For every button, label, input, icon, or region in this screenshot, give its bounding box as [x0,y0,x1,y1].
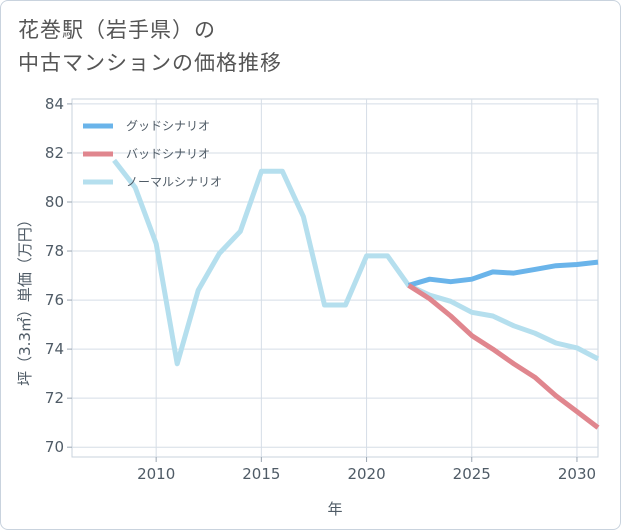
chart-title: 花巻駅（岩手県）の 中古マンションの価格推移 [18,14,282,80]
y-tick-label: 72 [45,389,64,407]
y-tick-label: 82 [45,144,64,162]
legend-item-good[interactable]: グッドシナリオ [83,119,210,133]
legend-item-normal[interactable]: ノーマルシナリオ [83,175,222,189]
legend-label: バッドシナリオ [126,147,210,161]
legend-label: ノーマルシナリオ [126,175,222,189]
x-tick-label: 2015 [242,465,280,483]
y-tick-label: 76 [45,291,64,309]
series-lines [112,158,600,430]
series-line-bad [407,283,600,430]
y-tick-label: 70 [45,438,64,456]
legend-item-bad[interactable]: バッドシナリオ [83,147,210,161]
x-axis-ticks: 2010 2015 2020 2025 2030 [137,457,596,483]
x-tick-label: 2010 [137,465,175,483]
y-tick-label: 74 [45,340,64,358]
y-tick-label: 84 [45,95,64,113]
plot-area [71,98,599,458]
grid-lines [72,99,598,457]
y-tick-label: 78 [45,242,64,260]
x-axis-label: 年 [327,500,342,518]
x-tick-label: 2030 [558,465,596,483]
chart-title-line2: 中古マンションの価格推移 [18,51,282,75]
chart-title-line1: 花巻駅（岩手県）の [18,18,216,42]
x-tick-label: 2020 [347,465,385,483]
x-tick-label: 2025 [453,465,491,483]
legend-label: グッドシナリオ [126,119,210,133]
y-axis-label: 坪（3.3㎡）単価（万円） [16,212,34,386]
series-line-normal [112,158,600,367]
series-line-good [407,259,599,288]
y-tick-label: 80 [45,193,64,211]
y-axis-ticks: 70 72 74 76 78 80 82 84 [45,95,72,456]
